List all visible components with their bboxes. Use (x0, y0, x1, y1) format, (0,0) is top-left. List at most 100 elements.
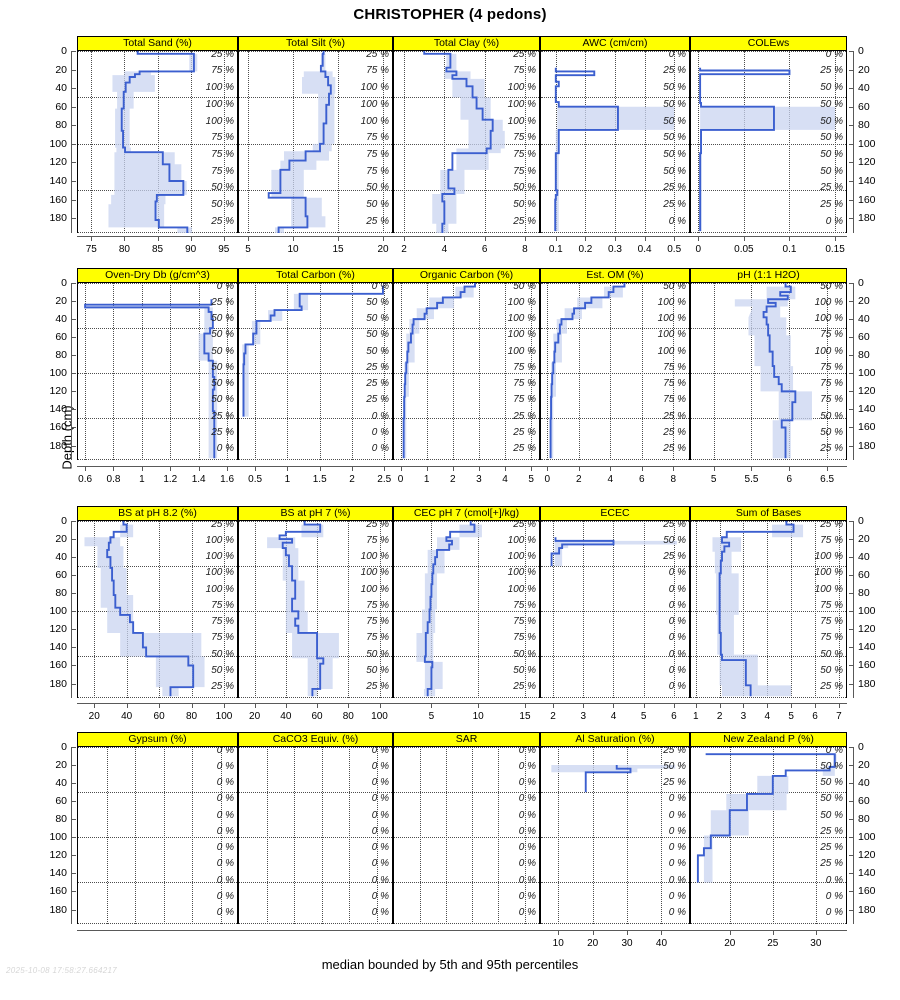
vertical-gridline (287, 283, 289, 460)
x-axis-tick-label: 20 (587, 938, 599, 949)
horizontal-gridline (239, 97, 392, 99)
vertical-gridline (135, 747, 137, 924)
vertical-gridline (113, 283, 115, 460)
depth-tick-label-left: 20 (55, 295, 67, 308)
depth-tick-label-right: 140 (858, 867, 876, 880)
horizontal-gridline (394, 143, 539, 145)
contributing-pct-label: 0 % (518, 809, 536, 821)
horizontal-gridline (541, 418, 689, 420)
depth-tick-label-left: 80 (55, 587, 67, 600)
y-axis-line-left (71, 521, 72, 698)
horizontal-gridline (541, 611, 689, 613)
depth-tick-label-right: 40 (858, 777, 870, 790)
vertical-gridline (224, 521, 226, 698)
x-axis-tick (673, 466, 675, 471)
contributing-pct-label: 100 % (814, 345, 843, 357)
horizontal-gridline (394, 328, 539, 330)
contributing-pct-label: 0 % (216, 825, 234, 837)
x-axis-tick-label: 5 (245, 244, 251, 255)
vertical-gridline (698, 51, 700, 233)
depth-tick-left (71, 557, 76, 559)
contributing-pct-label: 25 % (663, 426, 686, 438)
vertical-gridline (524, 51, 526, 233)
x-axis-tick-label: 100 (215, 711, 233, 722)
x-axis-tick-label: 3 (476, 474, 482, 485)
percentile-band (242, 285, 383, 417)
series-layer (267, 521, 339, 697)
depth-tick-label-left: 120 (49, 156, 67, 169)
chart-panel: 25 % 75 % 100 % 100 % 100 % 75 % 75 % 75 % 50 % 5… (690, 521, 847, 698)
horizontal-gridline (78, 747, 237, 748)
depth-tick-right (849, 162, 854, 164)
vertical-gridline (319, 283, 321, 460)
horizontal-gridline (239, 747, 392, 748)
x-axis-tick (293, 236, 294, 241)
y-axis-line-right (853, 283, 854, 460)
contributing-pct-label: 25 % (663, 199, 686, 211)
contributing-pct-label: 75 % (211, 132, 234, 144)
x-axis-tick-label: 8 (670, 474, 677, 485)
depth-tick-label-left: 20 (55, 759, 67, 772)
x-axis-tick (426, 466, 428, 471)
percentile-band (84, 521, 205, 697)
contributing-pct-label: 0 % (371, 747, 389, 756)
vertical-gridline (505, 283, 507, 460)
contributing-pct-label: 75 % (820, 394, 843, 406)
contributing-pct-label: 0 % (371, 825, 389, 837)
contributing-pct-label: 0 % (518, 890, 536, 902)
vertical-gridline (547, 283, 549, 460)
x-axis-tick-label: 0.6 (78, 474, 93, 485)
horizontal-gridline (239, 283, 392, 284)
horizontal-gridline (541, 697, 689, 698)
depth-tick-right (849, 837, 854, 839)
depth-tick-right (849, 199, 854, 201)
horizontal-gridline (239, 697, 392, 698)
depth-tick-left (71, 837, 76, 839)
x-axis-tick (547, 466, 549, 471)
contributing-pct-label: 100 % (507, 551, 536, 563)
depth-tick-label-left: 60 (55, 331, 67, 344)
contributing-pct-label: 75 % (513, 599, 536, 611)
x-axis-tick-label: 4 (610, 711, 617, 722)
x-axis-tick-label: 4 (764, 711, 771, 722)
x-axis-tick-label: 75 (85, 244, 97, 255)
depth-tick-label-left: 0 (61, 45, 67, 57)
depth-tick-label-left: 80 (55, 349, 67, 362)
vertical-gridline (446, 747, 448, 924)
figure-caption: median bounded by 5th and 95th percentil… (321, 957, 579, 972)
vertical-gridline (349, 747, 351, 924)
contributing-pct-label: 50 % (211, 648, 234, 660)
vertical-gridline (170, 283, 172, 460)
contributing-pct-label: 50 % (366, 182, 389, 194)
x-axis-tick-label: 0.15 (825, 244, 845, 255)
contributing-pct-label: 100 % (205, 98, 234, 110)
depth-tick-label-right: 80 (858, 349, 870, 362)
depth-tick-label-right: 160 (858, 659, 876, 672)
contributing-pct-label: 0 % (216, 443, 234, 455)
x-axis-tick-label: 80 (186, 711, 198, 722)
x-axis-tick (85, 466, 87, 471)
horizontal-gridline (691, 143, 846, 145)
vertical-gridline (452, 283, 454, 460)
x-axis-tick-label: 6.5 (820, 474, 835, 485)
contributing-pct-label: 75 % (513, 378, 536, 390)
x-axis-tick-label: 6 (786, 474, 793, 485)
x-axis-tick-label: 8 (522, 244, 528, 255)
contributing-pct-label: 25 % (663, 747, 686, 756)
contributing-pct-label: 0 % (668, 842, 686, 854)
depth-tick-right (849, 819, 854, 821)
horizontal-gridline (78, 923, 237, 924)
depth-tick-left (71, 199, 76, 201)
chart-panel: 50 % 100 % 100 % 100 % 100 % 75 % 75 % 75 % 25 %… (393, 283, 540, 460)
vertical-gridline (615, 51, 616, 233)
depth-tick-left (71, 283, 76, 284)
x-axis-tick (159, 703, 161, 708)
x-axis-tick-label: 2 (401, 244, 407, 255)
depth-tick-right (849, 801, 854, 803)
depth-tick-right (849, 283, 854, 284)
x-axis-tick-label: 3 (740, 711, 747, 722)
vertical-gridline (789, 51, 791, 233)
contributing-pct-label: 75 % (211, 65, 234, 77)
vertical-gridline (531, 283, 533, 460)
x-axis-tick (191, 703, 193, 708)
